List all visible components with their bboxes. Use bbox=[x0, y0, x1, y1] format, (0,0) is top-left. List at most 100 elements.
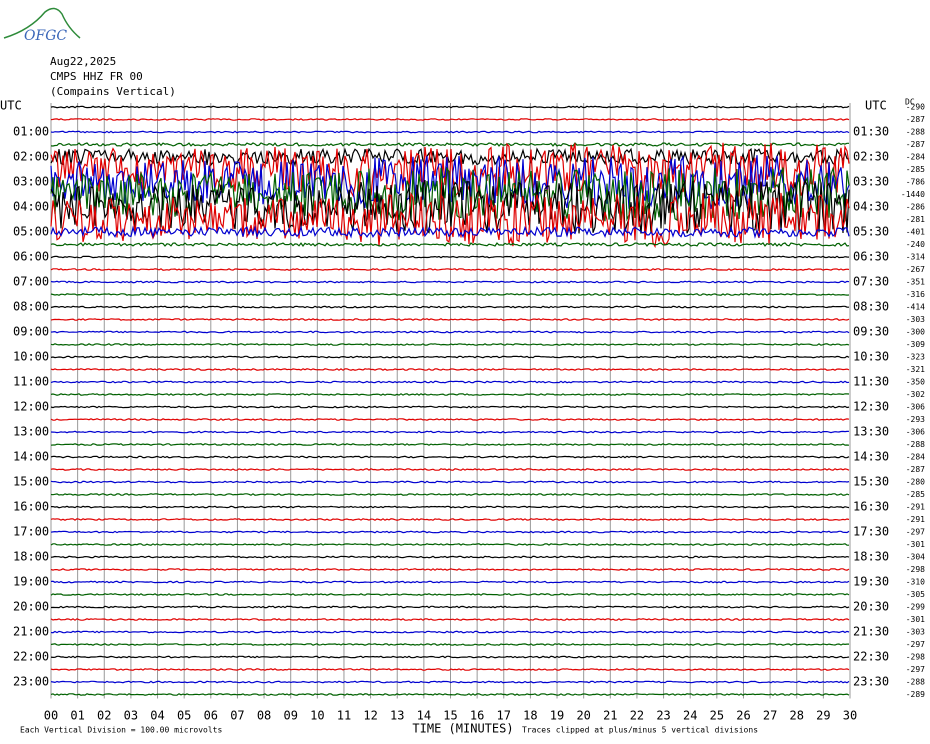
dc-offset: -291 bbox=[906, 503, 925, 512]
dc-offset: -285 bbox=[906, 165, 925, 174]
dc-offset: -280 bbox=[906, 478, 925, 487]
trace bbox=[50, 330, 850, 334]
x-tick-label: 09 bbox=[283, 709, 297, 723]
right-time-label: 23:30 bbox=[853, 675, 889, 689]
x-tick-label: 04 bbox=[150, 709, 164, 723]
left-time-label: 07:00 bbox=[13, 275, 49, 289]
trace bbox=[50, 318, 850, 321]
trace bbox=[50, 530, 850, 534]
dc-offset: -302 bbox=[906, 390, 925, 399]
x-axis-title: TIME (MINUTES) bbox=[412, 722, 513, 736]
trace bbox=[50, 630, 850, 634]
trace bbox=[50, 105, 850, 109]
left-time-label: 18:00 bbox=[13, 550, 49, 564]
right-time-label: 03:30 bbox=[853, 175, 889, 189]
trace bbox=[50, 555, 850, 559]
trace bbox=[50, 518, 850, 521]
dc-offset: -309 bbox=[906, 340, 925, 349]
right-time-label: 04:30 bbox=[853, 200, 889, 214]
right-time-label: 09:30 bbox=[853, 325, 889, 339]
trace bbox=[50, 142, 849, 147]
dc-offset: -297 bbox=[906, 665, 925, 674]
x-tick-label: 11 bbox=[337, 709, 351, 723]
dc-offset: -288 bbox=[906, 128, 925, 137]
dc-offset: -350 bbox=[906, 378, 925, 387]
left-title: UTC bbox=[0, 99, 22, 113]
right-time-label: 01:30 bbox=[853, 125, 889, 139]
trace bbox=[50, 225, 850, 239]
x-tick-label: 27 bbox=[763, 709, 777, 723]
left-time-label: 23:00 bbox=[13, 675, 49, 689]
trace bbox=[50, 130, 850, 134]
dc-offset: -284 bbox=[906, 153, 925, 162]
dc-offset: -306 bbox=[906, 428, 925, 437]
trace bbox=[50, 118, 850, 121]
trace bbox=[50, 543, 850, 546]
trace bbox=[50, 443, 850, 446]
trace bbox=[50, 380, 850, 384]
dc-offset: -321 bbox=[906, 365, 925, 374]
trace bbox=[50, 618, 850, 621]
dc-offset: -300 bbox=[906, 328, 925, 337]
x-tick-label: 17 bbox=[497, 709, 511, 723]
dc-offset: -284 bbox=[906, 453, 925, 462]
clip-note: Traces clipped at plus/minus 5 vertical … bbox=[522, 726, 758, 735]
left-time-label: 04:00 bbox=[13, 200, 49, 214]
dc-offset: -298 bbox=[906, 653, 925, 662]
trace bbox=[50, 293, 850, 296]
x-tick-label: 30 bbox=[843, 709, 857, 723]
trace bbox=[50, 468, 850, 471]
x-tick-label: 19 bbox=[550, 709, 564, 723]
x-tick-label: 22 bbox=[630, 709, 644, 723]
trace bbox=[50, 268, 850, 271]
trace bbox=[50, 668, 850, 671]
left-time-label: 21:00 bbox=[13, 625, 49, 639]
right-time-label: 16:30 bbox=[853, 500, 889, 514]
right-time-label: 02:30 bbox=[853, 150, 889, 164]
x-tick-label: 18 bbox=[523, 709, 537, 723]
dc-offset: -786 bbox=[906, 178, 925, 187]
dc-offset: -314 bbox=[906, 253, 925, 262]
trace bbox=[50, 455, 850, 459]
x-tick-label: 16 bbox=[470, 709, 484, 723]
trace bbox=[50, 280, 850, 284]
left-time-label: 16:00 bbox=[13, 500, 49, 514]
x-tick-label: 05 bbox=[177, 709, 191, 723]
trace bbox=[50, 418, 850, 421]
dc-offset: -303 bbox=[906, 315, 925, 324]
left-time-label: 05:00 bbox=[13, 225, 49, 239]
right-time-label: 18:30 bbox=[853, 550, 889, 564]
dc-title: DC bbox=[905, 98, 915, 107]
x-tick-label: 23 bbox=[656, 709, 670, 723]
trace bbox=[51, 505, 850, 509]
date: Aug22,2025 bbox=[50, 55, 116, 68]
trace bbox=[50, 593, 850, 596]
right-time-label: 05:30 bbox=[853, 225, 889, 239]
right-time-label: 15:30 bbox=[853, 475, 889, 489]
dc-offset: -301 bbox=[906, 615, 925, 624]
left-time-label: 12:00 bbox=[13, 400, 49, 414]
dc-offset: -414 bbox=[906, 303, 925, 312]
x-tick-label: 29 bbox=[816, 709, 830, 723]
left-time-label: 22:00 bbox=[13, 650, 49, 664]
right-time-label: 17:30 bbox=[853, 525, 889, 539]
right-time-label: 19:30 bbox=[853, 575, 889, 589]
right-time-label: 11:30 bbox=[853, 375, 889, 389]
logo-text: OFGC bbox=[24, 28, 67, 44]
dc-offset: -288 bbox=[906, 440, 925, 449]
x-tick-label: 26 bbox=[736, 709, 750, 723]
left-time-label: 10:00 bbox=[13, 350, 49, 364]
right-time-label: 13:30 bbox=[853, 425, 889, 439]
left-time-label: 11:00 bbox=[13, 375, 49, 389]
dc-offset: -240 bbox=[906, 240, 925, 249]
x-tick-label: 14 bbox=[417, 709, 431, 723]
dc-offset: -306 bbox=[906, 403, 925, 412]
trace bbox=[50, 242, 850, 248]
left-time-label: 01:00 bbox=[13, 125, 49, 139]
dc-offset: -289 bbox=[906, 690, 925, 699]
right-time-label: 10:30 bbox=[853, 350, 889, 364]
dc-offset: -287 bbox=[906, 115, 925, 124]
trace bbox=[50, 355, 850, 359]
trace bbox=[50, 580, 850, 584]
x-tick-label: 07 bbox=[230, 709, 244, 723]
